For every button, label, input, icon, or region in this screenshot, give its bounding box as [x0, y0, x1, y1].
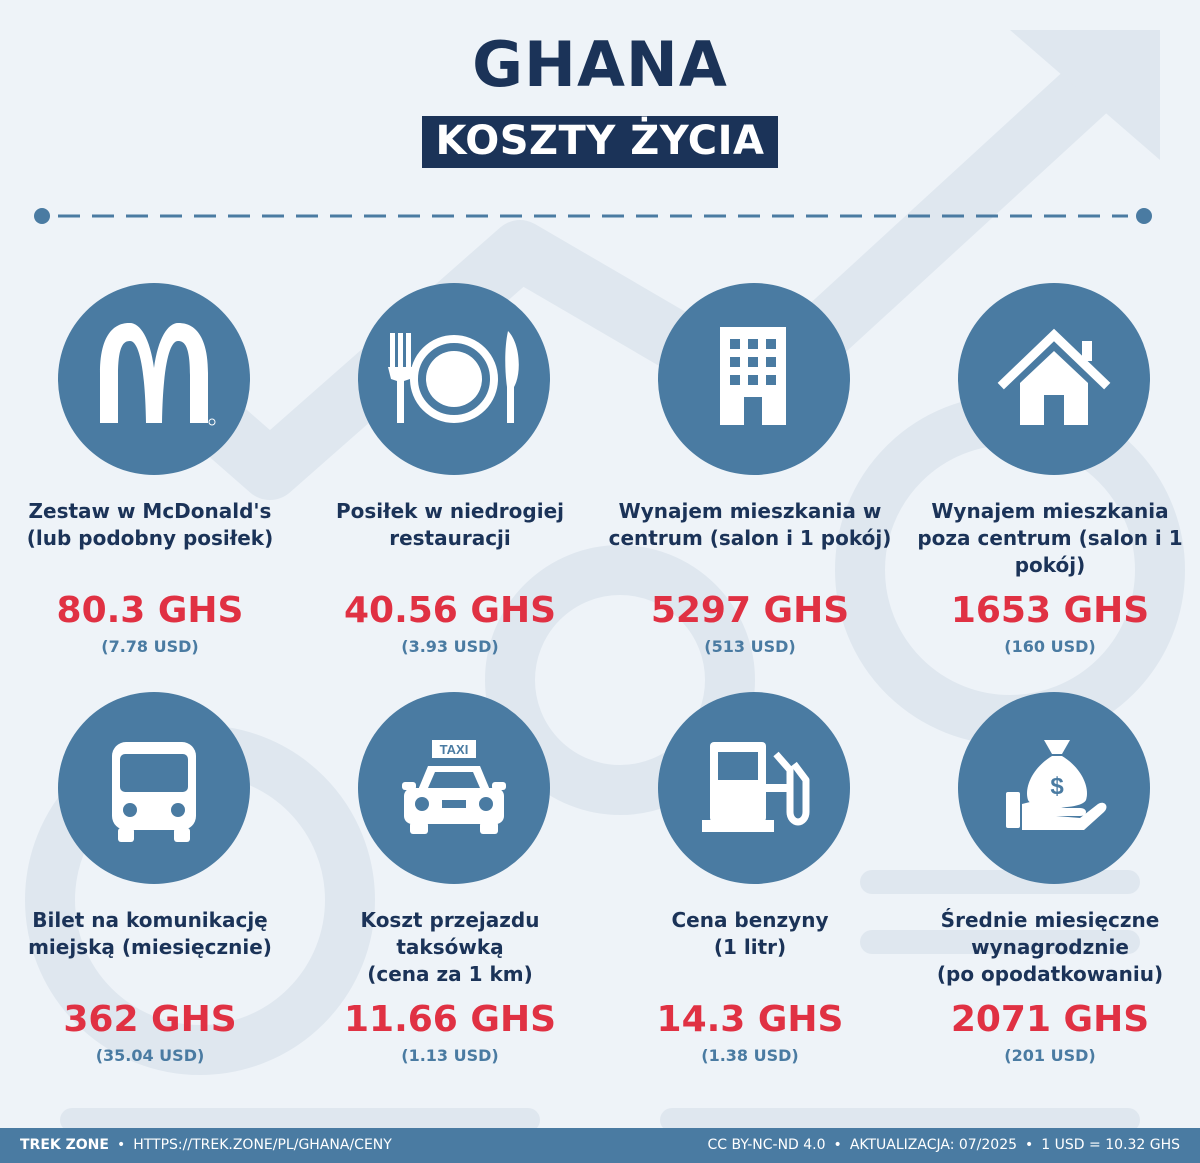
- page-title: GHANA: [472, 28, 728, 101]
- cost-label: Bilet na komunikację miejską (miesięcznie…: [28, 908, 272, 959]
- cost-price-ghs: 2071 GHS: [950, 999, 1150, 1040]
- fuel-pump-icon: [658, 692, 850, 884]
- cost-label: Posiłek w niedrogiej restauracji: [335, 499, 565, 550]
- cost-card-taxi: TAXI Koszt przejazdu taksówką (cena za 1 k…: [300, 692, 600, 1072]
- cost-price-ghs: 5297 GHS: [650, 590, 850, 631]
- footer-license: CC BY-NC-ND 4.0: [707, 1137, 826, 1153]
- mcdonalds-logo-icon: [58, 283, 250, 475]
- taxi-icon: TAXI: [358, 692, 550, 884]
- footer-updated: AKTUALIZACJA: 07/2025: [849, 1137, 1018, 1153]
- house-icon: [958, 283, 1150, 475]
- cost-label: Zestaw w McDonald's (lub podobny posiłek): [26, 499, 274, 550]
- footer-bar: TREK ZONE • HTTPS://TREK.ZONE/PL/GHANA/CEN…: [0, 1128, 1200, 1163]
- cost-price-usd: (3.93 USD): [401, 637, 499, 656]
- money-bag-hand-icon: $: [958, 692, 1150, 884]
- cost-price-usd: (201 USD): [1004, 1046, 1096, 1065]
- footer-rate: 1 USD = 10.32 GHS: [1041, 1137, 1180, 1153]
- cost-price-ghs: 1653 GHS: [950, 590, 1150, 631]
- cost-card-rent-center: Wynajem mieszkania w centrum (salon i 1 p…: [600, 283, 900, 663]
- fork-plate-knife-icon: [358, 283, 550, 475]
- cost-price-ghs: 11.66 GHS: [343, 999, 556, 1040]
- svg-text:$: $: [1050, 773, 1064, 800]
- cost-label: Koszt przejazdu taksówką (cena za 1 km): [360, 908, 540, 986]
- cost-price-usd: (513 USD): [704, 637, 796, 656]
- cost-card-mcdonalds: Zestaw w McDonald's (lub podobny posiłek)…: [0, 283, 300, 663]
- cost-card-rent-outside: Wynajem mieszkania poza centrum (salon i …: [900, 283, 1200, 663]
- cost-price-usd: (1.13 USD): [401, 1046, 499, 1065]
- cost-price-ghs: 362 GHS: [63, 999, 237, 1040]
- cost-price-ghs: 40.56 GHS: [343, 590, 556, 631]
- dashed-divider: [34, 208, 1152, 224]
- cost-price-ghs: 14.3 GHS: [656, 999, 844, 1040]
- page-subtitle: KOSZTY ŻYCIA: [421, 116, 779, 168]
- cost-label: Wynajem mieszkania poza centrum (salon i …: [917, 499, 1183, 577]
- footer-url[interactable]: HTTPS://TREK.ZONE/PL/GHANA/CENY: [133, 1137, 392, 1153]
- bus-icon: [58, 692, 250, 884]
- cost-price-usd: (35.04 USD): [95, 1046, 205, 1065]
- taxi-sign-text: TAXI: [440, 742, 469, 757]
- cost-label: Wynajem mieszkania w centrum (salon i 1 p…: [608, 499, 892, 550]
- footer-brand: TREK ZONE: [20, 1137, 109, 1153]
- cost-price-usd: (1.38 USD): [701, 1046, 799, 1065]
- office-building-icon: [658, 283, 850, 475]
- cost-card-gasoline: Cena benzyny (1 litr) 14.3 GHS (1.38 USD): [600, 692, 900, 1072]
- cost-price-usd: (160 USD): [1004, 637, 1096, 656]
- cost-label: Średnie miesięczne wynagrodznie (po opodat…: [936, 908, 1164, 986]
- cost-price-ghs: 80.3 GHS: [56, 590, 244, 631]
- cost-card-transit: Bilet na komunikację miejską (miesięcznie…: [0, 692, 300, 1072]
- cost-card-salary: $ Średnie miesięczne wynagrodznie (po opod…: [900, 692, 1200, 1072]
- cost-card-restaurant: Posiłek w niedrogiej restauracji 40.56 GH…: [300, 283, 600, 663]
- cost-label: Cena benzyny (1 litr): [671, 908, 829, 959]
- cost-price-usd: (7.78 USD): [101, 637, 199, 656]
